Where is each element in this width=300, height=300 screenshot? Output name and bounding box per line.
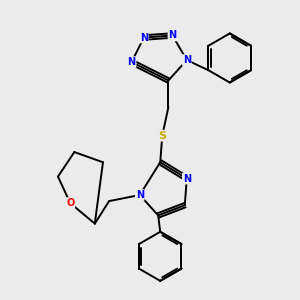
Text: N: N — [168, 31, 177, 40]
Text: N: N — [183, 174, 191, 184]
Text: N: N — [128, 57, 136, 67]
Text: N: N — [183, 55, 191, 65]
Text: S: S — [158, 131, 166, 141]
Text: N: N — [136, 190, 144, 200]
Text: N: N — [140, 32, 148, 43]
Text: O: O — [66, 198, 74, 208]
